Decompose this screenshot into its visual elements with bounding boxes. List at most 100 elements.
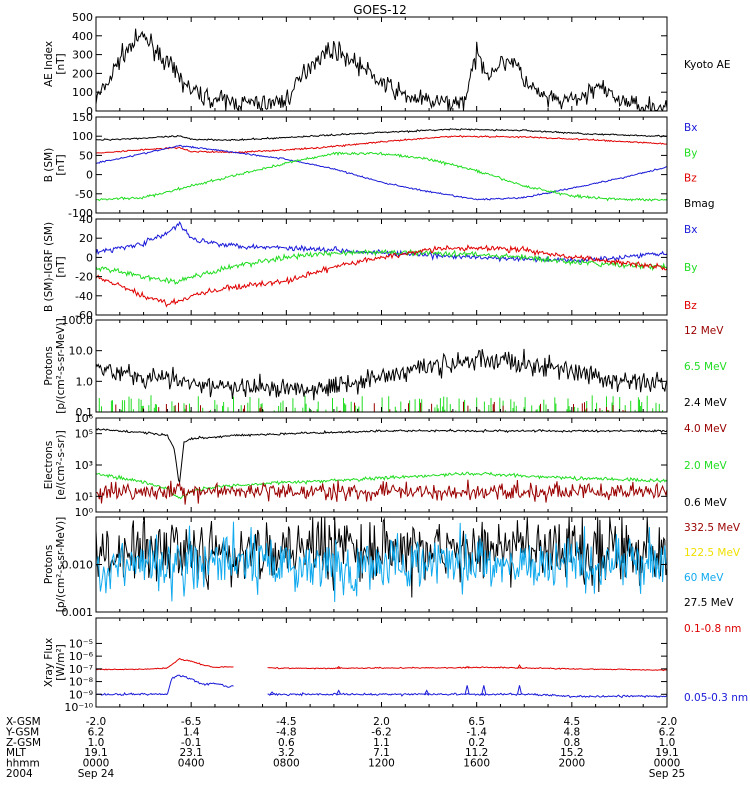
y-tick-label: 10⁶ (75, 412, 94, 425)
y-tick-label: 10.0 (69, 345, 94, 358)
legend-entry: 332.5 MeV (684, 522, 741, 534)
ephemeris-value: 11.2 (465, 747, 488, 759)
y-tick-label: 10⁻¹⁰ (64, 701, 93, 714)
y-tick-label: 10³ (75, 459, 93, 472)
ephemeris-value: 6.2 (659, 726, 676, 738)
legend-entry: By (684, 147, 697, 159)
legend-entry: 27.5 MeV (684, 597, 734, 609)
series-blue-line (96, 221, 667, 264)
y-tick-label: 10⁻⁸ (69, 676, 94, 689)
y-axis-label: AE Index (43, 41, 55, 87)
panel-2: -100 -50 0 50 100 150 B (SM) [nT] Bx By Bz Bmag (43, 111, 715, 220)
y-tick-label: 40 (79, 213, 93, 226)
legend-entry: Bz (684, 173, 697, 185)
y-tick-label: -20 (75, 271, 93, 284)
ephemeris-value: 0.8 (563, 737, 580, 749)
panel-7-traces (96, 657, 667, 699)
y-tick-label: 10⁻⁷ (69, 663, 93, 676)
ephemeris-value: -4.8 (276, 726, 297, 738)
series-green-line (96, 151, 667, 202)
y-tick-label: 200 (72, 67, 93, 80)
panel-5: 10⁰ 10¹ 10³ 10⁵ 10⁶ Electrons [e/(cm²-s-sr)] 4.… (43, 412, 728, 519)
figure-title: GOES-12 (353, 3, 407, 17)
series-green-line (96, 248, 667, 286)
ephemeris-value: 19.1 (84, 747, 107, 759)
y-axis-label: B (SM) (43, 148, 55, 182)
y-tick-label: 10¹ (75, 490, 93, 503)
legend-entry: Kyoto AE (684, 59, 730, 71)
panel-4: 0.1 1.0 10.0 100.0 Protons [p/(cm²-s-sr-MeV)]… (43, 314, 728, 419)
panel-2-traces (96, 128, 667, 202)
y-axis-label: [p/(cm²-s-sr-MeV)] (55, 517, 67, 612)
legend-entry: Bmag (684, 198, 715, 210)
series-black-line (96, 348, 667, 401)
series-black-line (96, 28, 667, 111)
ephemeris-value: Sep 25 (649, 768, 686, 780)
y-axis-label: Protons (43, 346, 55, 385)
y-tick-label: 0.1 (76, 406, 94, 419)
panel-5-traces (96, 427, 667, 505)
y-axis-label: Electrons (43, 441, 55, 490)
ephemeris-row-label: X-GSM (6, 716, 41, 728)
y-axis-label: [nT] (55, 53, 67, 74)
ephemeris-row-label: 2004 (6, 768, 33, 780)
xray-spike-blue (481, 685, 487, 695)
ephemeris-value: 2.0 (373, 716, 390, 728)
ephemeris-value: Sep 24 (78, 768, 115, 780)
xray-spike-red (517, 664, 522, 669)
legend-entry: 12 MeV (684, 325, 724, 337)
y-tick-label: 500 (72, 11, 93, 24)
xray-spike-red (336, 665, 342, 669)
ephemeris-value: 0800 (273, 758, 300, 770)
ephemeris-value: -1.4 (466, 726, 487, 738)
legend-entry: 0.6 MeV (684, 497, 728, 509)
ephemeris-value: 15.2 (560, 747, 583, 759)
series-black-line (96, 128, 667, 142)
ephemeris-value: -0.1 (181, 737, 202, 749)
ephemeris-value: 6.2 (88, 726, 105, 738)
ephemeris-value: 1.0 (659, 737, 676, 749)
y-tick-label: 100.0 (62, 314, 94, 327)
x-axis-ephemeris: X-GSM -2.0 -6.5 -4.5 2.0 6.5 4.5 -2.0Y-GSM 6.2 1.… (5, 716, 685, 780)
y-tick-label: 10⁰ (75, 506, 94, 519)
legend-entry: 60 MeV (684, 572, 724, 584)
y-tick-label: 0 (86, 105, 93, 118)
ephemeris-value: 1.4 (183, 726, 200, 738)
legend-entry: 0.1-0.8 nm (684, 623, 741, 635)
y-tick-label: 0.010 (62, 559, 94, 572)
legend-entry: 4.0 MeV (684, 423, 728, 435)
y-tick-label: 10⁻⁶ (69, 650, 94, 663)
ephemeris-value: 7.1 (373, 747, 390, 759)
ephemeris-value: 0.6 (278, 737, 295, 749)
y-axis-label: [W/m²] (55, 644, 67, 681)
legend-entry: Bz (684, 300, 697, 312)
y-tick-label: 300 (72, 49, 93, 62)
series-blue-line (96, 674, 667, 699)
y-axis-label: B (SM)-IGRF (SM) (43, 222, 55, 312)
ephemeris-value: 0000 (654, 758, 681, 770)
y-tick-label: 50 (79, 149, 93, 162)
legend-entry: 2.0 MeV (684, 460, 728, 472)
xray-spike-blue (464, 685, 470, 695)
legend-entry: 0.05-0.3 nm (684, 692, 748, 704)
panel-6: 0.001 0.010 Protons [p/(cm²-s-sr-MeV)] 332.5… (43, 516, 741, 619)
y-axis-label: Protons (43, 545, 55, 584)
series-green-line (98, 395, 667, 412)
panel-1-traces (96, 28, 667, 111)
ephemeris-value: 23.1 (179, 747, 202, 759)
y-tick-label: 150 (72, 111, 93, 124)
y-tick-label: -50 (75, 188, 93, 201)
ephemeris-value: 6.5 (468, 716, 485, 728)
ephemeris-row-label: MLT (6, 747, 26, 759)
ephemeris-value: 4.8 (563, 726, 580, 738)
y-tick-label: 10⁻⁹ (69, 688, 93, 701)
ephemeris-value: 0000 (83, 758, 110, 770)
y-axis-label: [nT] (55, 256, 67, 277)
panel-4-traces (96, 348, 667, 412)
ephemeris-value: -6.5 (181, 716, 202, 728)
series-cyan-line (96, 521, 667, 603)
y-axis-label: [e/(cm²-s-sr)] (55, 430, 67, 499)
